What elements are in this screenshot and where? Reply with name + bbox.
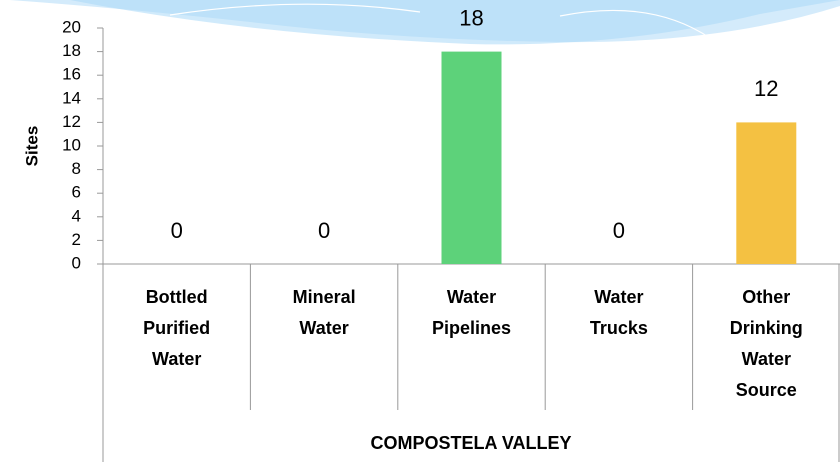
bar — [736, 122, 797, 265]
value-label: 0 — [171, 218, 183, 243]
bar — [441, 51, 502, 264]
y-tick-label: 18 — [62, 41, 81, 60]
value-label: 12 — [754, 76, 778, 101]
group-label: COMPOSTELA VALLEY — [370, 433, 571, 453]
y-axis-title: Sites — [22, 126, 41, 167]
value-label: 0 — [613, 218, 625, 243]
x-tick-label: Bottled Purified Water — [143, 287, 211, 369]
y-tick-label: 20 — [62, 17, 81, 36]
x-tick-label: Mineral Water — [292, 287, 356, 338]
y-tick-label: 2 — [72, 230, 81, 249]
decorative-line — [169, 3, 421, 16]
x-tick-label: Other Drinking Water Source — [729, 287, 803, 400]
y-tick-label: 16 — [62, 65, 81, 84]
y-tick-label: 14 — [62, 88, 81, 107]
value-label: 0 — [318, 218, 330, 243]
y-tick-label: 0 — [72, 253, 81, 272]
x-tick-label: Water Pipelines — [431, 287, 512, 338]
decorative-wave — [70, 0, 840, 45]
x-tick-label: Water Trucks — [589, 287, 648, 338]
value-label: 18 — [459, 5, 483, 30]
y-tick-label: 10 — [62, 135, 81, 154]
y-tick-label: 4 — [72, 206, 81, 225]
y-tick-label: 6 — [72, 183, 81, 202]
decorative-line — [559, 9, 711, 39]
y-tick-label: 12 — [62, 112, 81, 131]
y-tick-label: 8 — [72, 159, 81, 178]
